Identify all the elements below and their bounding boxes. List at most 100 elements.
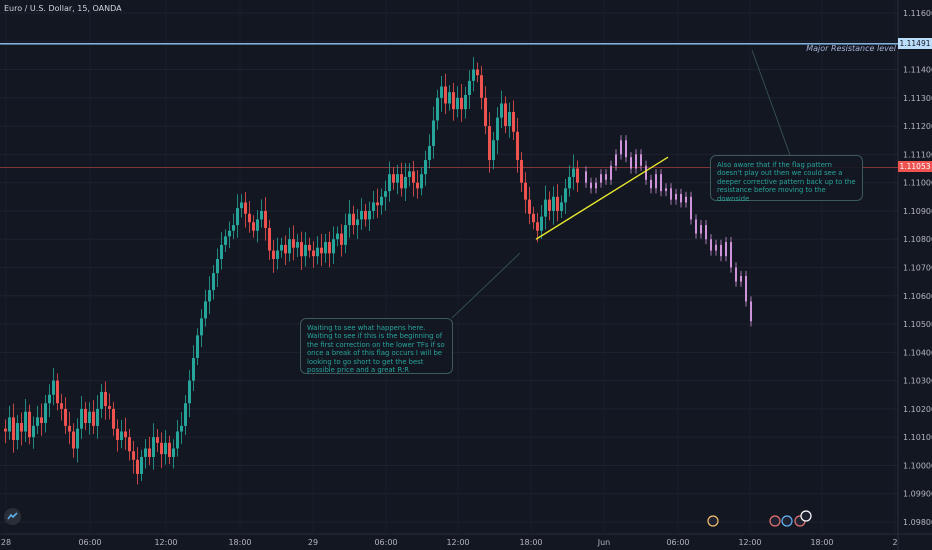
candle <box>432 120 435 146</box>
x-tick-label: 06:00 <box>666 538 689 547</box>
projection-bar <box>735 267 737 282</box>
x-tick-label: 06:00 <box>78 538 101 547</box>
candle <box>388 174 391 192</box>
candle <box>276 250 279 260</box>
x-tick-label: 18:00 <box>519 538 542 547</box>
candle <box>44 403 47 424</box>
candle <box>8 417 11 432</box>
candle <box>480 75 483 98</box>
candle <box>104 391 107 407</box>
candle <box>240 202 243 209</box>
candle <box>56 380 59 404</box>
candle <box>272 250 275 260</box>
candle <box>132 451 135 460</box>
candle <box>548 199 551 211</box>
projection-bar <box>705 225 707 240</box>
projection-bar <box>715 244 717 251</box>
candle <box>572 168 575 178</box>
candle <box>280 244 283 251</box>
candle <box>252 222 255 231</box>
candle <box>228 230 231 237</box>
x-tick-label: 12:00 <box>154 538 177 547</box>
projection-bar <box>665 188 667 192</box>
projection-bar <box>585 171 587 183</box>
projection-bar <box>685 196 687 203</box>
candle <box>200 318 203 336</box>
note-left[interactable]: Waiting to see what happens here. Waitin… <box>300 318 453 374</box>
candle <box>72 431 75 449</box>
candle <box>120 431 123 440</box>
candle <box>4 428 7 432</box>
note-right[interactable]: Also aware that if the flag pattern does… <box>710 155 863 203</box>
event-icon <box>707 515 719 527</box>
candle <box>392 174 395 183</box>
candle <box>176 431 179 449</box>
resistance-label: Major Resistance level <box>806 44 896 53</box>
candle <box>552 196 555 211</box>
candle <box>356 219 359 226</box>
candle <box>268 227 271 251</box>
candle <box>416 182 419 189</box>
projection-bar <box>695 219 697 234</box>
candle <box>556 196 559 211</box>
candle <box>460 97 463 110</box>
candle <box>80 408 83 429</box>
candle <box>244 202 247 214</box>
x-tick-label: 12:00 <box>738 538 761 547</box>
candle <box>476 69 479 76</box>
candle <box>12 417 15 440</box>
candle <box>468 80 471 96</box>
candle <box>496 117 499 141</box>
candle <box>164 442 167 455</box>
tradingview-logo-icon[interactable] <box>4 508 21 525</box>
candle <box>440 86 443 98</box>
candle <box>452 92 455 110</box>
candle <box>144 448 147 457</box>
candle <box>364 210 367 220</box>
candle <box>128 437 131 452</box>
candle <box>248 213 251 223</box>
y-tick-label: 1.10800 <box>903 235 932 244</box>
x-tick-label: 12:00 <box>446 538 469 547</box>
candle <box>88 411 91 424</box>
candle <box>112 408 115 429</box>
candle <box>436 97 439 121</box>
y-tick-label: 1.11000 <box>903 179 932 188</box>
candle <box>324 242 327 254</box>
projection-bar <box>595 182 597 189</box>
candle <box>400 174 403 189</box>
x-tick-label: 28 <box>1 538 11 547</box>
candle <box>504 103 507 127</box>
candle <box>64 408 67 426</box>
y-tick-label: 1.11200 <box>903 122 932 131</box>
candle <box>260 210 263 220</box>
y-tick-label: 1.10700 <box>903 264 932 273</box>
projection-bar <box>625 140 627 158</box>
candle <box>352 213 355 226</box>
projection-bar <box>600 174 602 183</box>
candle <box>512 111 515 132</box>
candle <box>540 216 543 231</box>
candle <box>84 408 87 424</box>
x-tick-label: 18:00 <box>228 538 251 547</box>
projection-bar <box>680 193 682 203</box>
candle <box>464 95 467 110</box>
candle <box>76 428 79 449</box>
candle <box>560 202 563 211</box>
candle <box>100 391 103 409</box>
projection-bar <box>740 275 742 282</box>
y-tick-label: 1.11600 <box>903 9 932 18</box>
candle <box>284 244 287 254</box>
y-tick-label: 1.10900 <box>903 207 932 216</box>
note-left-pointer <box>451 252 521 319</box>
symbol-title: Euro / U.S. Dollar, 15, OANDA <box>4 4 122 13</box>
candle <box>28 411 31 438</box>
candle <box>424 160 427 175</box>
projection-bar <box>730 242 732 268</box>
projection-bar <box>690 196 692 220</box>
candle <box>472 69 475 81</box>
x-tick-label: 06:00 <box>374 538 397 547</box>
candle <box>172 448 175 457</box>
